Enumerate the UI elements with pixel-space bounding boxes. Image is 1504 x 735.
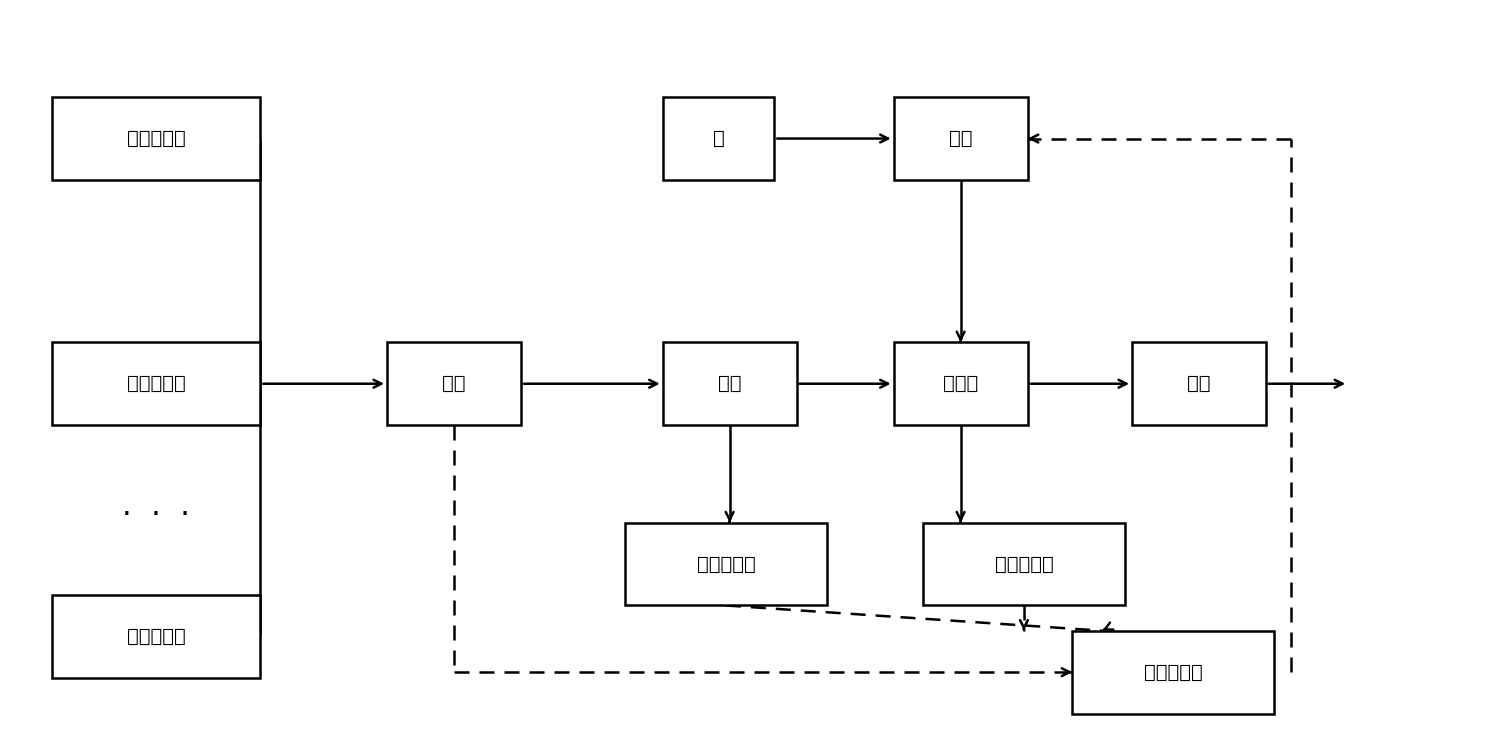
Bar — [387, 343, 520, 425]
Bar — [626, 523, 827, 606]
Text: 圆盘给料机: 圆盘给料机 — [126, 374, 185, 393]
Text: 圆盘给料机: 圆盘给料机 — [126, 627, 185, 645]
Text: ·  ·  ·: · · · — [122, 501, 190, 530]
Text: 水: 水 — [713, 129, 725, 148]
Bar — [1072, 631, 1274, 714]
Bar — [923, 523, 1125, 606]
Text: 阀门: 阀门 — [949, 129, 973, 148]
Bar — [893, 343, 1027, 425]
Text: 红外线测水: 红外线测水 — [994, 554, 1053, 573]
Text: 圆盘给料机: 圆盘给料机 — [126, 129, 185, 148]
Bar — [51, 97, 260, 180]
Text: 红外线测温: 红外线测温 — [696, 554, 755, 573]
Bar — [663, 97, 775, 180]
Bar — [893, 97, 1027, 180]
Text: 混合机: 混合机 — [943, 374, 978, 393]
Bar — [51, 343, 260, 425]
Text: 称量: 称量 — [442, 374, 466, 393]
Bar — [1133, 343, 1266, 425]
Text: 计算机处理: 计算机处理 — [1143, 663, 1202, 681]
Bar — [51, 595, 260, 678]
Text: 皮带: 皮带 — [717, 374, 741, 393]
Bar — [663, 343, 797, 425]
Text: 皮带: 皮带 — [1187, 374, 1211, 393]
